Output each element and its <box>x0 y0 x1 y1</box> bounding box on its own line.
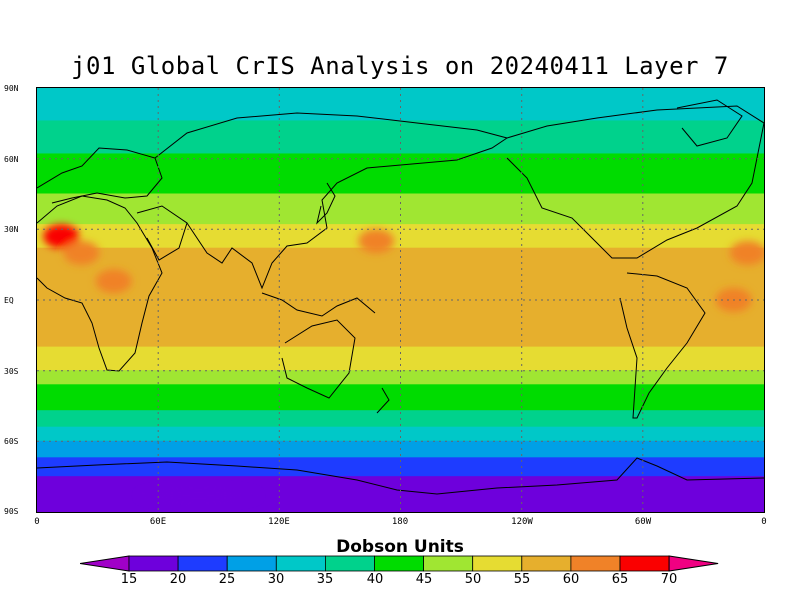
coastline-asia <box>154 112 509 290</box>
colorbar-swatch-8 <box>472 555 523 572</box>
contour-features <box>43 224 764 504</box>
colorbar-label-60: 60 <box>562 572 580 587</box>
coastline-arabia <box>136 205 188 261</box>
colorbar <box>80 555 719 572</box>
coastline-north-america <box>506 105 764 259</box>
colorbar-swatch-11 <box>619 555 670 572</box>
contour-band-0 <box>37 88 764 122</box>
gridlines <box>37 88 764 512</box>
colorbar-label-15: 15 <box>120 572 138 587</box>
colorbar-label-45: 45 <box>415 572 433 587</box>
contour-feature-2 <box>95 269 132 294</box>
ozone-map <box>37 88 764 512</box>
colorbar-label-55: 55 <box>513 572 531 587</box>
contour-feature-5 <box>729 240 764 265</box>
lat-label-60s: 60S <box>4 437 19 446</box>
coastline-greenland <box>676 99 743 147</box>
colorbar-swatch-5 <box>324 555 375 572</box>
colorbar-label-20: 20 <box>169 572 187 587</box>
lat-label-30n: 30N <box>4 225 19 234</box>
contour-feature-1 <box>63 240 100 265</box>
colorbar-label-70: 70 <box>660 572 678 587</box>
lon-label-120e: 120E <box>268 517 290 527</box>
contour-feature-6 <box>138 487 259 504</box>
lat-label-90n: 90N <box>4 84 19 93</box>
coastline-antarctica <box>37 457 764 495</box>
coastline-africa <box>37 195 163 372</box>
contour-feature-3 <box>358 229 395 254</box>
contour-feature-0 <box>43 224 80 249</box>
map-plot-area <box>36 87 765 513</box>
lat-label-60n: 60N <box>4 155 19 164</box>
lon-label-0: 0 <box>34 517 40 527</box>
colorbar-title: Dobson Units <box>336 537 464 557</box>
colorbar-label-25: 25 <box>218 572 236 587</box>
colorbar-label-40: 40 <box>366 572 384 587</box>
colorbar-swatch-1 <box>128 555 179 572</box>
coastline-south-america <box>619 272 706 419</box>
colorbar-swatch-4 <box>275 555 326 572</box>
coastline-australia <box>281 319 356 399</box>
colorbar-swatch-9 <box>521 555 572 572</box>
coastline-japan <box>316 182 336 225</box>
lat-label-90s: 90S <box>4 507 19 516</box>
chart-title: j01 Global CrIS Analysis on 20240411 Lay… <box>71 52 729 80</box>
colorbar-label-65: 65 <box>611 572 629 587</box>
colorbar-extend-low <box>80 555 130 572</box>
colorbar-swatch-2 <box>177 555 228 572</box>
lon-label-60w: 60W <box>634 517 652 527</box>
coastlines <box>37 99 764 495</box>
lon-label-120w: 120W <box>511 517 533 527</box>
lon-label-60e: 60E <box>149 517 167 527</box>
coastline-indonesia <box>261 292 376 317</box>
colorbar-extend-high <box>668 555 719 572</box>
colorbar-label-35: 35 <box>316 572 334 587</box>
lat-label-eq: EQ <box>4 296 14 305</box>
colorbar-label-30: 30 <box>267 572 285 587</box>
lon-label-0-east: 0 <box>761 517 767 527</box>
contour-band-10 <box>37 426 764 442</box>
colorbar-swatch-6 <box>374 555 424 572</box>
colorbar-swatch-3 <box>226 555 277 572</box>
lon-label-180: 180 <box>391 517 409 527</box>
colorbar-swatch-7 <box>423 555 474 572</box>
colorbar-swatch-10 <box>570 555 621 572</box>
coastline-new-zealand <box>376 387 390 414</box>
colorbar-label-50: 50 <box>464 572 482 587</box>
lat-label-30s: 30S <box>4 367 19 376</box>
